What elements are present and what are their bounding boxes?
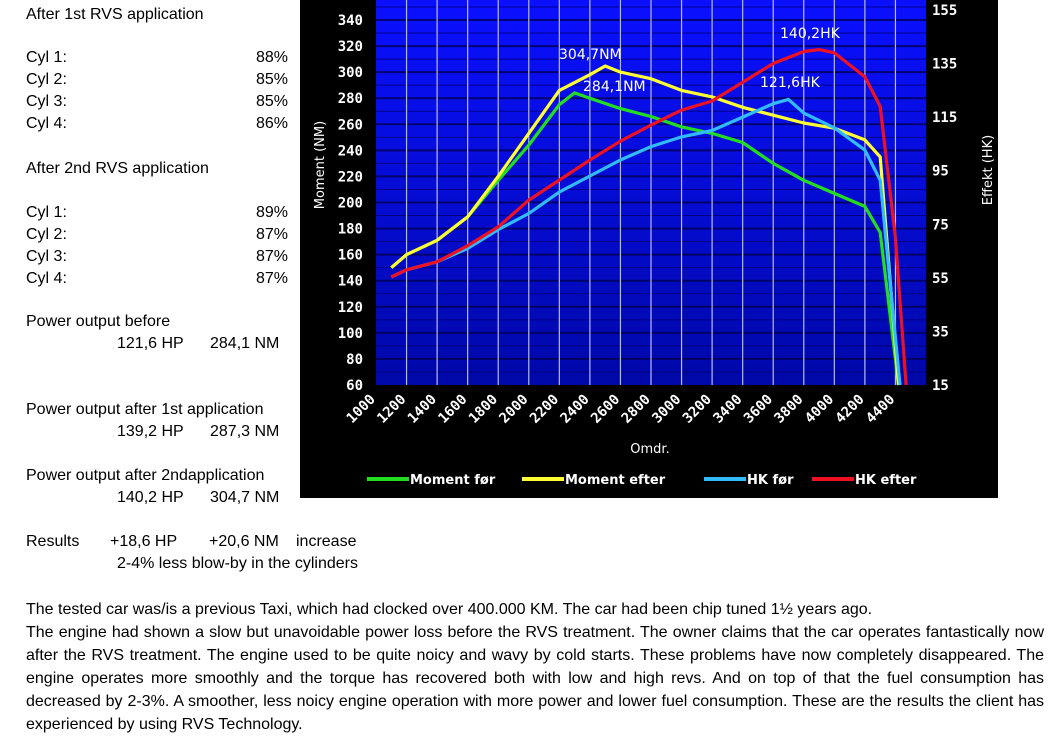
cylinder-label: Cyl 2: (26, 226, 67, 243)
cylinder-label: Cyl 1: (26, 49, 67, 66)
description-text: The tested car was/is a previous Taxi, w… (26, 598, 1044, 736)
x-tick-label: 3600 (741, 392, 776, 427)
power-after-2-label: Power output after 2ndapplication (26, 467, 265, 484)
description-paragraph-1: The tested car was/is a previous Taxi, w… (26, 601, 873, 618)
y2-tick-label: 95 (932, 164, 949, 180)
x-tick-label: 3800 (771, 392, 806, 427)
y-tick-label: 80 (346, 352, 363, 368)
y-tick-label: 240 (338, 143, 363, 159)
legend-label: HK før (747, 473, 794, 488)
power-before-hp: 121,6 HP (117, 335, 184, 352)
cylinder-value: 85% (255, 71, 288, 88)
y-tick-label: 100 (338, 326, 363, 342)
first-application-heading: After 1st RVS application (26, 6, 204, 23)
x-tick-label: 2200 (527, 392, 562, 427)
results-suffix: increase (296, 533, 357, 550)
peak-annotation: 121,6HK (760, 75, 821, 91)
y-axis-title: Moment (NM) (313, 121, 328, 209)
second-application-heading: After 2nd RVS application (26, 160, 209, 177)
power-after-1-nm: 287,3 NM (210, 423, 280, 440)
peak-annotation: 140,2HK (780, 26, 841, 42)
y2-tick-label: 35 (932, 324, 949, 340)
cylinder-label: Cyl 1: (26, 204, 67, 221)
x-tick-label: 4000 (802, 392, 837, 427)
x-tick-label: 2600 (588, 392, 623, 427)
legend-label: Moment efter (565, 473, 666, 488)
dyno-chart-svg: 60 80 100 120 140 160 180 200 220 240 260 280 300 320… (313, 0, 996, 488)
y-tick-label: 140 (338, 274, 363, 290)
x-tick-label: 4200 (833, 392, 868, 427)
y2-tick-label: 15 (932, 378, 949, 394)
y2-tick-label: 75 (932, 217, 949, 233)
x-tick-label: 1200 (374, 392, 409, 427)
x-axis-title: Omdr. (630, 442, 669, 457)
x-tick-label: 3000 (649, 392, 684, 427)
power-after-1-hp: 139,2 HP (117, 423, 184, 440)
y-tick-label: 220 (338, 169, 363, 185)
x-tick-label: 2400 (558, 392, 593, 427)
y2-tick-label: 135 (932, 57, 957, 73)
cylinder-value: 87% (255, 248, 288, 265)
x-tick-label: 1400 (405, 392, 440, 427)
series-line-moment-efter (390, 64, 901, 386)
x-tick-label: 1000 (344, 392, 379, 427)
y-tick-label: 320 (338, 39, 363, 55)
x-tick-label: 3200 (680, 392, 715, 427)
y2-axis-title: Effekt (HK) (981, 135, 996, 205)
y-tick-label: 300 (338, 65, 363, 81)
y-tick-label: 180 (338, 222, 363, 238)
y-tick-label: 260 (338, 117, 363, 133)
cylinder-value: 87% (255, 270, 288, 287)
power-before-nm: 284,1 NM (210, 335, 280, 352)
power-after-2-nm: 304,7 NM (210, 489, 280, 506)
cylinder-value: 89% (255, 204, 288, 221)
x-tick-label: 1600 (435, 392, 470, 427)
power-after-1-label: Power output after 1st application (26, 401, 264, 418)
x-tick-label: 2000 (496, 392, 531, 427)
x-tick-label: 4400 (863, 392, 898, 427)
cylinder-label: Cyl 3: (26, 248, 67, 265)
legend-label: HK efter (855, 473, 917, 488)
cylinder-label: Cyl 2: (26, 71, 67, 88)
cylinder-value: 88% (255, 49, 288, 66)
results-label: Results (26, 533, 80, 550)
y-tick-label: 280 (338, 91, 363, 107)
results-nm: +20,6 NM (209, 533, 279, 550)
legend-label: Moment før (410, 473, 496, 488)
cylinder-value: 86% (255, 115, 288, 132)
power-before-label: Power output before (26, 313, 171, 330)
y-tick-label: 160 (338, 248, 363, 264)
cylinder-label: Cyl 4: (26, 270, 67, 287)
results-hp: +18,6 HP (110, 533, 178, 550)
cylinder-value: 87% (255, 226, 288, 243)
y-tick-label: 60 (346, 378, 363, 394)
y-tick-label: 340 (338, 13, 363, 29)
x-tick-label: 2800 (619, 392, 654, 427)
results-note: 2-4% less blow-by in the cylinders (117, 555, 358, 572)
y-tick-label: 200 (338, 195, 363, 211)
cylinder-label: Cyl 3: (26, 93, 67, 110)
series-line-hk-efter (390, 47, 908, 386)
x-tick-label: 3400 (710, 392, 745, 427)
y2-tick-label: 55 (932, 271, 949, 287)
x-tick-label: 1800 (466, 392, 501, 427)
y2-tick-label: 155 (932, 3, 957, 19)
cylinder-value: 85% (255, 93, 288, 110)
peak-annotation: 284,1NM (583, 79, 646, 95)
power-after-2-hp: 140,2 HP (117, 489, 184, 506)
series-line-hk-f-r (390, 97, 902, 386)
dyno-chart: 60 80 100 120 140 160 180 200 220 240 260 280 300 320… (300, 0, 998, 498)
y2-tick-label: 115 (932, 110, 957, 126)
description-paragraph-2: The engine had shown a slow but unavoida… (26, 624, 1044, 733)
cylinder-label: Cyl 4: (26, 115, 67, 132)
peak-annotation: 304,7NM (559, 47, 622, 63)
y-tick-label: 120 (338, 300, 363, 316)
